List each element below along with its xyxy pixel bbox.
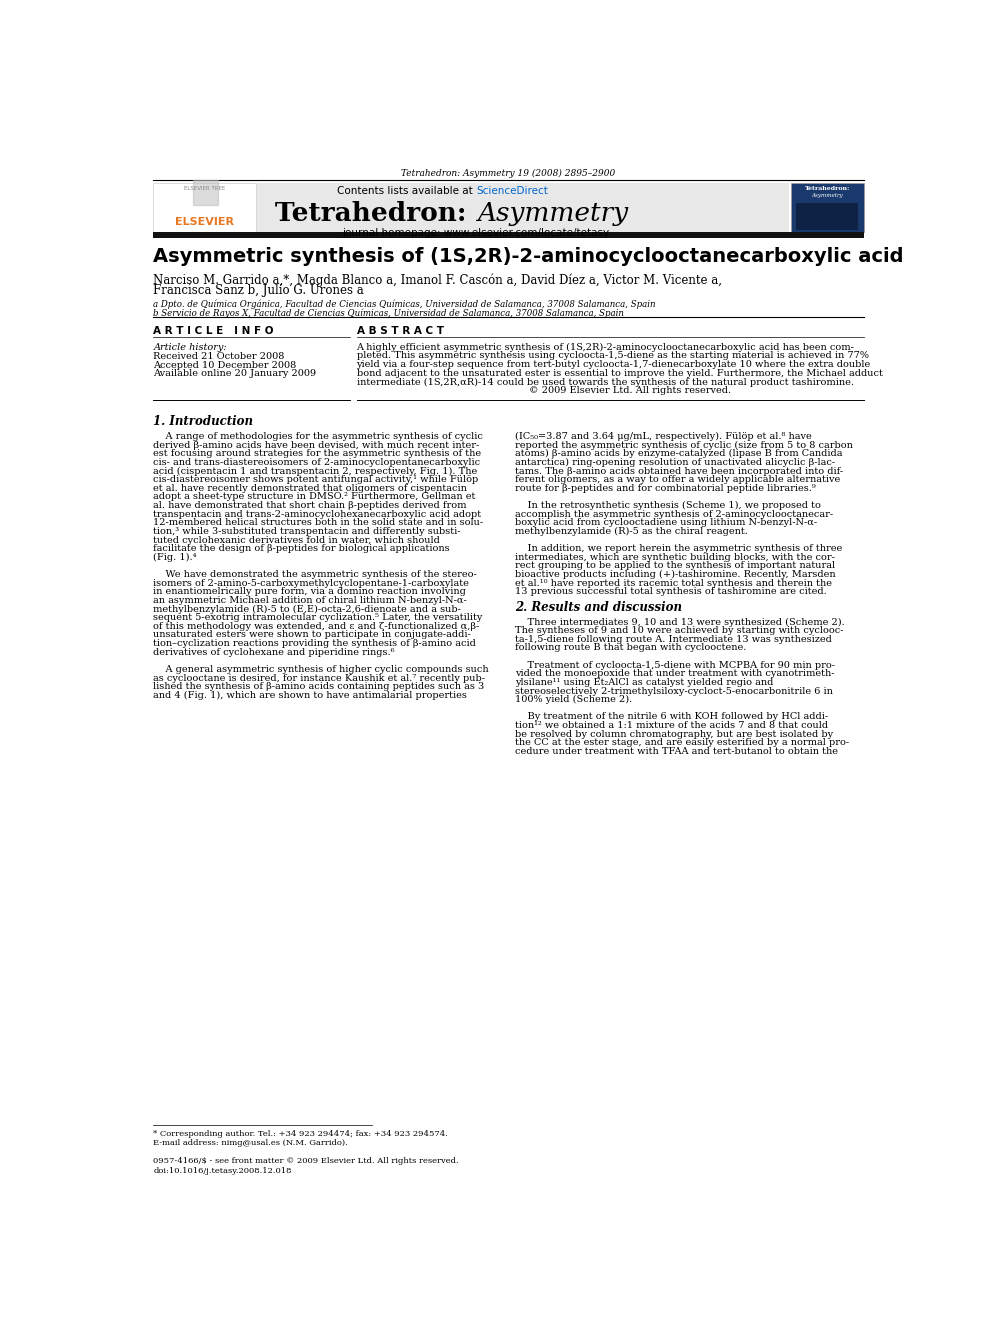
- Text: pleted. This asymmetric synthesis using cycloocta-1,5-diene as the starting mate: pleted. This asymmetric synthesis using …: [356, 352, 869, 360]
- Text: Article history:: Article history:: [154, 343, 227, 352]
- Text: 2. Results and discussion: 2. Results and discussion: [516, 601, 682, 614]
- Text: Accepted 10 December 2008: Accepted 10 December 2008: [154, 360, 297, 369]
- Bar: [154, 183, 256, 232]
- Text: 1. Introduction: 1. Introduction: [154, 415, 253, 429]
- Text: By treatment of the nitrile 6 with KOH followed by HCl addi-: By treatment of the nitrile 6 with KOH f…: [516, 712, 828, 721]
- Text: isomers of 2-amino-5-carboxymethylcyclopentane-1-carboxylate: isomers of 2-amino-5-carboxymethylcyclop…: [154, 578, 469, 587]
- Text: est focusing around strategies for the asymmetric synthesis of the: est focusing around strategies for the a…: [154, 450, 481, 458]
- Text: be resolved by column chromatography, but are best isolated by: be resolved by column chromatography, bu…: [516, 730, 833, 738]
- Text: ELSEVIER TREE: ELSEVIER TREE: [184, 185, 225, 191]
- Text: 100% yield (Scheme 2).: 100% yield (Scheme 2).: [516, 695, 633, 704]
- Text: Narciso M. Garrido a,*, Magda Blanco a, Imanol F. Cascón a, David Díez a, Victor: Narciso M. Garrido a,*, Magda Blanco a, …: [154, 274, 722, 287]
- Text: accomplish the asymmetric synthesis of 2-aminocyclooctanecar-: accomplish the asymmetric synthesis of 2…: [516, 509, 833, 519]
- Text: ta-1,5-diene following route A. Intermediate 13 was synthesized: ta-1,5-diene following route A. Intermed…: [516, 635, 832, 644]
- Text: E-mail address: nimg@usal.es (N.M. Garrido).: E-mail address: nimg@usal.es (N.M. Garri…: [154, 1139, 348, 1147]
- Text: Francisca Sanz b, Julio G. Urones a: Francisca Sanz b, Julio G. Urones a: [154, 284, 364, 298]
- Text: transpentacin and trans-2-aminocyclohexanecarboxylic acid adopt: transpentacin and trans-2-aminocyclohexa…: [154, 509, 481, 519]
- Text: tion,³ while 3-substituted transpentacin and differently substi-: tion,³ while 3-substituted transpentacin…: [154, 527, 461, 536]
- Text: yield via a four-step sequence from tert-butyl cycloocta-1,7-dienecarboxylate 10: yield via a four-step sequence from tert…: [356, 360, 871, 369]
- Text: The syntheses of 9 and 10 were achieved by starting with cyclooc-: The syntheses of 9 and 10 were achieved …: [516, 626, 844, 635]
- Text: antarctica) ring-opening resolution of unactivated alicyclic β-lac-: antarctica) ring-opening resolution of u…: [516, 458, 835, 467]
- Text: A highly efficient asymmetric synthesis of (1S,2R)-2-aminocyclooctanecarboxylic : A highly efficient asymmetric synthesis …: [356, 343, 854, 352]
- Text: Available online 20 January 2009: Available online 20 January 2009: [154, 369, 316, 378]
- Text: (Fig. 1).⁴: (Fig. 1).⁴: [154, 553, 197, 562]
- Text: adopt a sheet-type structure in DMSO.² Furthermore, Gellman et: adopt a sheet-type structure in DMSO.² F…: [154, 492, 476, 501]
- Text: * Corresponding author. Tel.: +34 923 294474; fax: +34 923 294574.: * Corresponding author. Tel.: +34 923 29…: [154, 1130, 448, 1138]
- Text: vided the monoepoxide that under treatment with cyanotrimeth-: vided the monoepoxide that under treatme…: [516, 669, 835, 679]
- Text: Tetrahedron: Asymmetry 19 (2008) 2895–2900: Tetrahedron: Asymmetry 19 (2008) 2895–29…: [402, 169, 615, 177]
- Text: cedure under treatment with TFAA and tert-butanol to obtain the: cedure under treatment with TFAA and ter…: [516, 747, 838, 755]
- Text: Asymmetry: Asymmetry: [811, 193, 843, 198]
- Bar: [256, 183, 789, 232]
- Text: A R T I C L E   I N F O: A R T I C L E I N F O: [154, 325, 274, 336]
- Text: reported the asymmetric synthesis of cyclic (size from 5 to 8 carbon: reported the asymmetric synthesis of cyc…: [516, 441, 853, 450]
- Text: Three intermediates 9, 10 and 13 were synthesized (Scheme 2).: Three intermediates 9, 10 and 13 were sy…: [516, 618, 845, 627]
- Text: © 2009 Elsevier Ltd. All rights reserved.: © 2009 Elsevier Ltd. All rights reserved…: [356, 386, 731, 396]
- Text: tion¹² we obtained a 1:1 mixture of the acids 7 and 8 that could: tion¹² we obtained a 1:1 mixture of the …: [516, 721, 828, 730]
- Text: ylsilane¹¹ using Et₂AlCl as catalyst yielded regio and: ylsilane¹¹ using Et₂AlCl as catalyst yie…: [516, 677, 774, 687]
- Text: et al. have recently demonstrated that oligomers of cispentacin: et al. have recently demonstrated that o…: [154, 484, 467, 493]
- Text: and 4 (Fig. 1), which are shown to have antimalarial properties: and 4 (Fig. 1), which are shown to have …: [154, 691, 467, 700]
- Text: cis-diastereoisomer shows potent antifungal activity,¹ while Fülöp: cis-diastereoisomer shows potent antifun…: [154, 475, 479, 484]
- Text: stereoselectively 2-trimethylsiloxy-cycloct-5-enocarbonitrile 6 in: stereoselectively 2-trimethylsiloxy-cycl…: [516, 687, 833, 696]
- Text: 13 previous successful total synthesis of tashiromine are cited.: 13 previous successful total synthesis o…: [516, 587, 827, 597]
- Text: Asymmetry: Asymmetry: [476, 201, 628, 226]
- Text: tuted cyclohexanic derivatives fold in water, which should: tuted cyclohexanic derivatives fold in w…: [154, 536, 440, 545]
- Text: a Dpto. de Química Orgánica, Facultad de Ciencias Químicas, Universidad de Salam: a Dpto. de Química Orgánica, Facultad de…: [154, 300, 656, 310]
- Bar: [796, 202, 858, 230]
- Text: ELSEVIER: ELSEVIER: [176, 217, 234, 226]
- Text: ferent oligomers, as a way to offer a widely applicable alternative: ferent oligomers, as a way to offer a wi…: [516, 475, 840, 484]
- Text: an asymmetric Michael addition of chiral lithium N-benzyl-N-α-: an asymmetric Michael addition of chiral…: [154, 595, 467, 605]
- Text: route for β-peptides and for combinatorial peptide libraries.⁹: route for β-peptides and for combinatori…: [516, 484, 816, 493]
- Text: Treatment of cycloocta-1,5-diene with MCPBA for 90 min pro-: Treatment of cycloocta-1,5-diene with MC…: [516, 660, 835, 669]
- Text: al. have demonstrated that short chain β-peptides derived from: al. have demonstrated that short chain β…: [154, 501, 467, 511]
- Text: doi:10.1016/j.tetasy.2008.12.018: doi:10.1016/j.tetasy.2008.12.018: [154, 1167, 292, 1175]
- Text: facilitate the design of β-peptides for biological applications: facilitate the design of β-peptides for …: [154, 544, 450, 553]
- Text: bond adjacent to the unsaturated ester is essential to improve the yield. Furthe: bond adjacent to the unsaturated ester i…: [356, 369, 882, 378]
- Text: 0957-4166/$ - see front matter © 2009 Elsevier Ltd. All rights reserved.: 0957-4166/$ - see front matter © 2009 El…: [154, 1158, 459, 1166]
- Text: Contents lists available at: Contents lists available at: [337, 185, 476, 196]
- Text: methylbenzylamide (R)-5 to (E,E)-octa-2,6-dienoate and a sub-: methylbenzylamide (R)-5 to (E,E)-octa-2,…: [154, 605, 461, 614]
- Text: the CC at the ester stage, and are easily esterified by a normal pro-: the CC at the ester stage, and are easil…: [516, 738, 849, 747]
- Text: boxylic acid from cyclooctadiene using lithium N-benzyl-N-α-: boxylic acid from cyclooctadiene using l…: [516, 519, 817, 528]
- Text: sequent 5-exotrig intramolecular cyclization.⁵ Later, the versatility: sequent 5-exotrig intramolecular cycliza…: [154, 614, 483, 622]
- Text: et al.¹⁰ have reported its racemic total synthesis and therein the: et al.¹⁰ have reported its racemic total…: [516, 578, 832, 587]
- Text: in enantiomelrically pure form, via a domino reaction involving: in enantiomelrically pure form, via a do…: [154, 587, 466, 597]
- Text: as cyclooctane is desired, for instance Kaushik et al.⁷ recently pub-: as cyclooctane is desired, for instance …: [154, 673, 485, 683]
- Text: (IC₅₀=3.87 and 3.64 μg/mL, respectively). Fülöp et al.⁸ have: (IC₅₀=3.87 and 3.64 μg/mL, respectively)…: [516, 433, 812, 442]
- Text: acid (cispentacin 1 and transpentacin 2, respectively, Fig. 1). The: acid (cispentacin 1 and transpentacin 2,…: [154, 467, 478, 476]
- Text: tion–cyclization reactions providing the synthesis of β-amino acid: tion–cyclization reactions providing the…: [154, 639, 476, 648]
- Text: Asymmetric synthesis of (1S,2R)-2-aminocyclooctanecarboxylic acid: Asymmetric synthesis of (1S,2R)-2-aminoc…: [154, 247, 904, 266]
- Text: derived β-amino acids have been devised, with much recent inter-: derived β-amino acids have been devised,…: [154, 441, 480, 450]
- Text: Tetrahedron:: Tetrahedron:: [805, 187, 850, 192]
- Text: of this methodology was extended, and ε and ζ-functionalized α,β-: of this methodology was extended, and ε …: [154, 622, 480, 631]
- Text: A general asymmetric synthesis of higher cyclic compounds such: A general asymmetric synthesis of higher…: [154, 665, 489, 673]
- Text: tams. The β-amino acids obtained have been incorporated into dif-: tams. The β-amino acids obtained have be…: [516, 467, 843, 475]
- Text: A B S T R A C T: A B S T R A C T: [356, 325, 443, 336]
- Text: atoms) β-amino acids by enzyme-catalyzed (lipase B from Candida: atoms) β-amino acids by enzyme-catalyzed…: [516, 450, 843, 459]
- Text: derivatives of cyclohexane and piperidine rings.⁶: derivatives of cyclohexane and piperidin…: [154, 648, 395, 656]
- Text: bioactive products including (+)-tashiromine. Recently, Marsden: bioactive products including (+)-tashiro…: [516, 570, 836, 579]
- Text: lished the synthesis of β-amino acids containing peptides such as 3: lished the synthesis of β-amino acids co…: [154, 683, 485, 691]
- Text: Received 21 October 2008: Received 21 October 2008: [154, 352, 285, 361]
- Text: In the retrosynthetic synthesis (Scheme 1), we proposed to: In the retrosynthetic synthesis (Scheme …: [516, 501, 821, 511]
- Text: intermediate (1S,2R,αR)-14 could be used towards the synthesis of the natural pr: intermediate (1S,2R,αR)-14 could be used…: [356, 377, 853, 386]
- Text: Tetrahedron:: Tetrahedron:: [275, 201, 476, 226]
- Text: b Servicio de Rayos X, Facultad de Ciencias Químicas, Universidad de Salamanca, : b Servicio de Rayos X, Facultad de Cienc…: [154, 308, 624, 319]
- Text: unsaturated esters were shown to participate in conjugate-addi-: unsaturated esters were shown to partici…: [154, 631, 471, 639]
- Text: intermediates, which are synthetic building blocks, with the cor-: intermediates, which are synthetic build…: [516, 553, 835, 562]
- Bar: [791, 183, 864, 232]
- Text: 12-membered helical structures both in the solid state and in solu-: 12-membered helical structures both in t…: [154, 519, 483, 528]
- Text: We have demonstrated the asymmetric synthesis of the stereo-: We have demonstrated the asymmetric synt…: [154, 570, 477, 579]
- Bar: [154, 232, 864, 238]
- Text: In addition, we report herein the asymmetric synthesis of three: In addition, we report herein the asymme…: [516, 544, 842, 553]
- Text: journal homepage: www.elsevier.com/locate/tetasy: journal homepage: www.elsevier.com/locat…: [342, 228, 609, 238]
- Text: A range of methodologies for the asymmetric synthesis of cyclic: A range of methodologies for the asymmet…: [154, 433, 483, 441]
- Text: rect grouping to be applied to the synthesis of important natural: rect grouping to be applied to the synth…: [516, 561, 835, 570]
- Text: ScienceDirect: ScienceDirect: [476, 185, 549, 196]
- Text: methylbenzylamide (R)-5 as the chiral reagent.: methylbenzylamide (R)-5 as the chiral re…: [516, 527, 748, 536]
- Text: cis- and trans-diastereoisomers of 2-aminocyclopentanecarboxylic: cis- and trans-diastereoisomers of 2-ami…: [154, 458, 480, 467]
- Text: following route B that began with cyclooctene.: following route B that began with cycloo…: [516, 643, 747, 652]
